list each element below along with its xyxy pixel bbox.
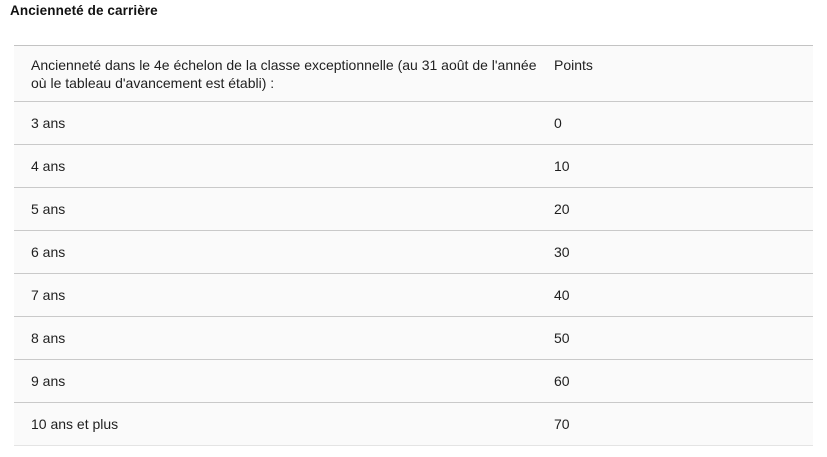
table-row: 10 ans et plus 70 [14,402,813,446]
table-header-row: Ancienneté dans le 4e échelon de la clas… [14,45,813,102]
row-points-value: 0 [554,101,813,145]
table-body: 3 ans 0 4 ans 10 5 ans 20 6 ans 30 7 ans… [14,101,813,446]
table-row: 6 ans 30 [14,230,813,274]
row-seniority-label: 5 ans [14,187,554,231]
row-seniority-label: 10 ans et plus [14,402,554,446]
row-seniority-label: 4 ans [14,144,554,188]
column-header-points: Points [554,45,813,102]
row-seniority-label: 7 ans [14,273,554,317]
row-points-value: 50 [554,316,813,360]
row-seniority-label: 3 ans [14,101,554,145]
row-points-value: 60 [554,359,813,403]
table-row: 7 ans 40 [14,273,813,317]
seniority-points-table: Ancienneté dans le 4e échelon de la clas… [14,45,813,446]
row-seniority-label: 9 ans [14,359,554,403]
table-row: 4 ans 10 [14,144,813,188]
row-seniority-label: 8 ans [14,316,554,360]
row-points-value: 40 [554,273,813,317]
section-title: Ancienneté de carrière [10,3,158,18]
row-points-value: 30 [554,230,813,274]
table-row: 3 ans 0 [14,101,813,145]
table-row: 5 ans 20 [14,187,813,231]
row-points-value: 10 [554,144,813,188]
column-header-seniority: Ancienneté dans le 4e échelon de la clas… [14,45,554,102]
row-points-value: 70 [554,402,813,446]
row-seniority-label: 6 ans [14,230,554,274]
table-row: 8 ans 50 [14,316,813,360]
table-row: 9 ans 60 [14,359,813,403]
row-points-value: 20 [554,187,813,231]
table: Ancienneté dans le 4e échelon de la clas… [14,45,813,446]
